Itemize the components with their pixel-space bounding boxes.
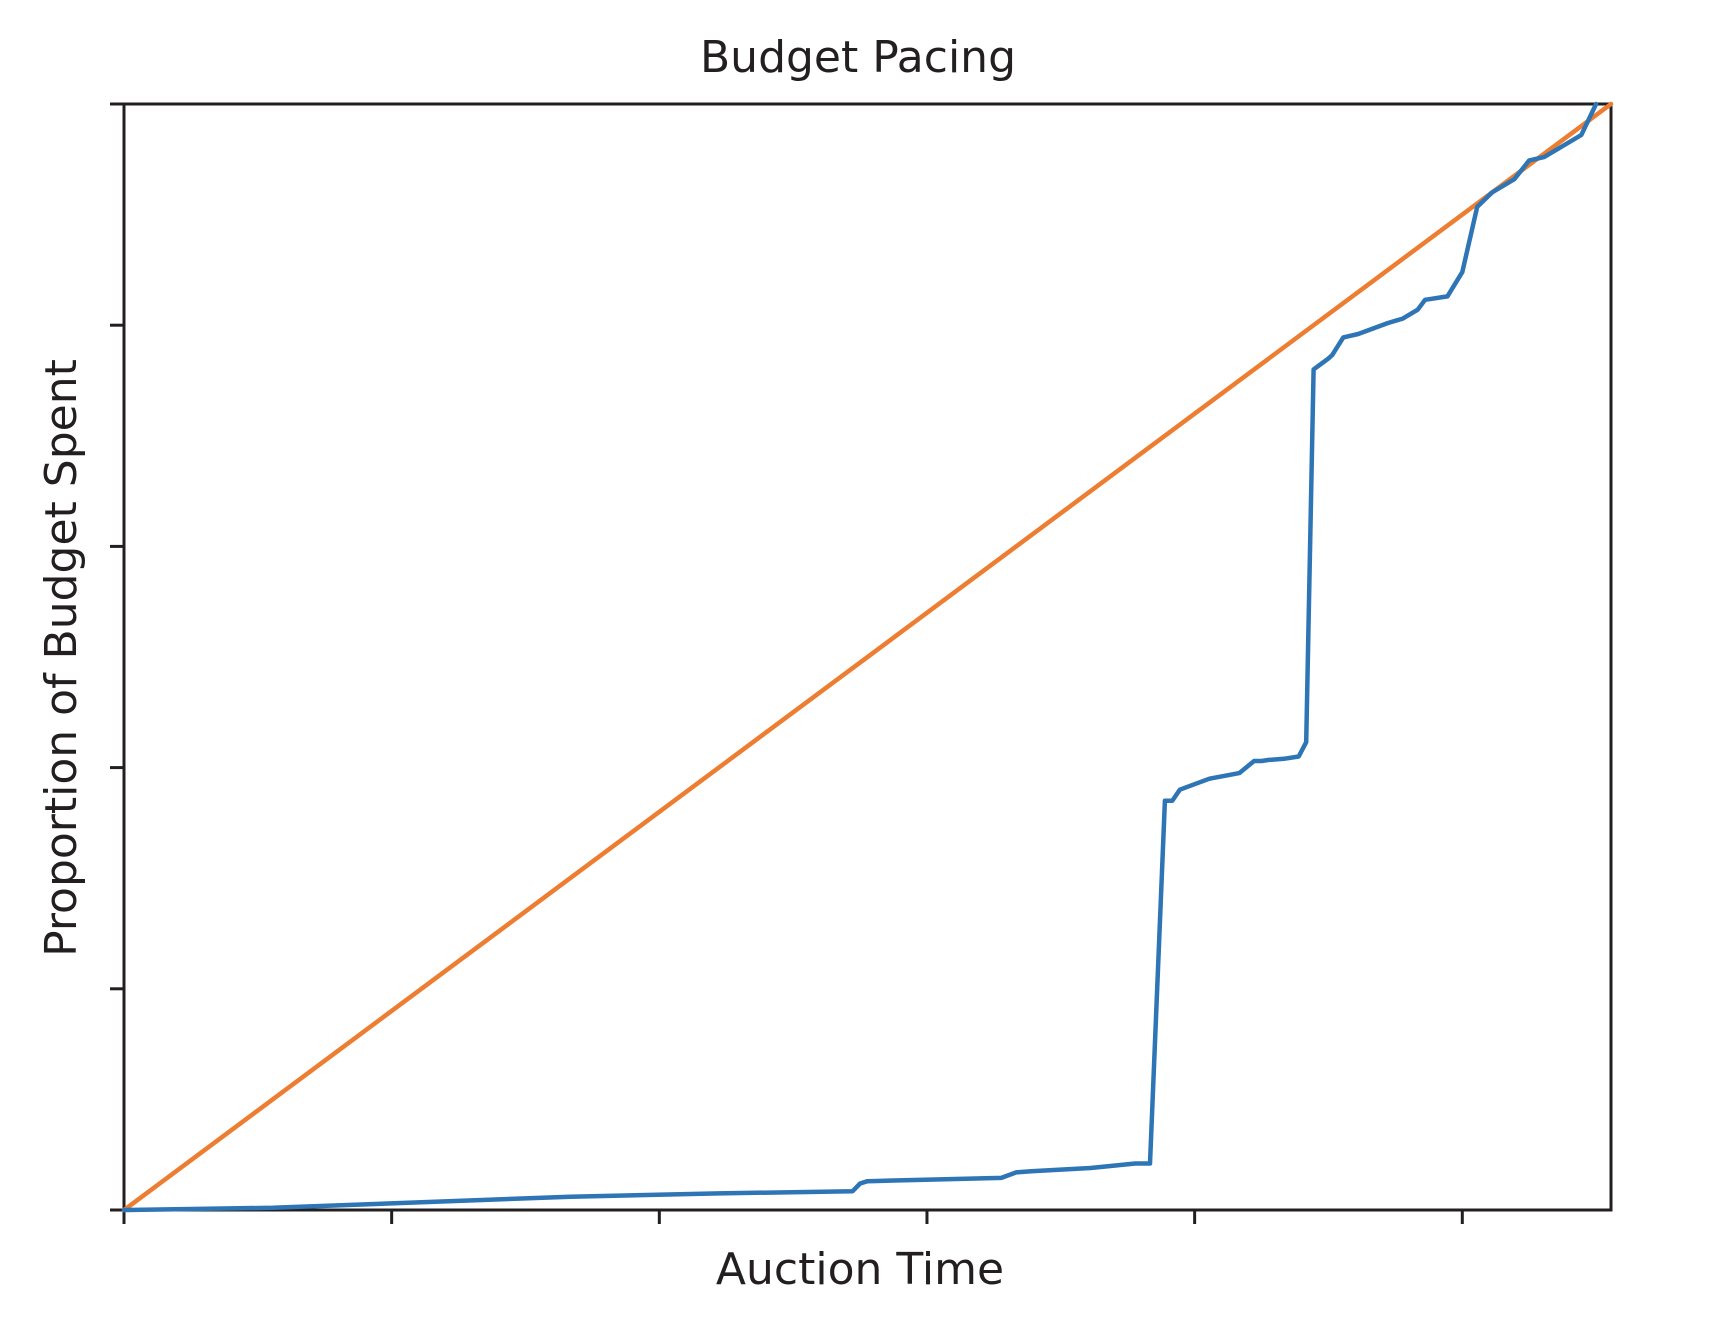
series-line-0 bbox=[121, 101, 1599, 1213]
series-layer bbox=[121, 101, 1614, 1213]
x-axis-ticks bbox=[122, 1210, 1464, 1224]
chart-title: Budget Pacing bbox=[700, 32, 1016, 83]
y-axis-ticks bbox=[110, 102, 124, 1212]
y-axis-label: Proportion of Budget Spent bbox=[36, 359, 87, 957]
plot-frame bbox=[122, 102, 1613, 1212]
series-line-1 bbox=[121, 101, 1614, 1213]
x-axis-label: Auction Time bbox=[716, 1244, 1004, 1295]
